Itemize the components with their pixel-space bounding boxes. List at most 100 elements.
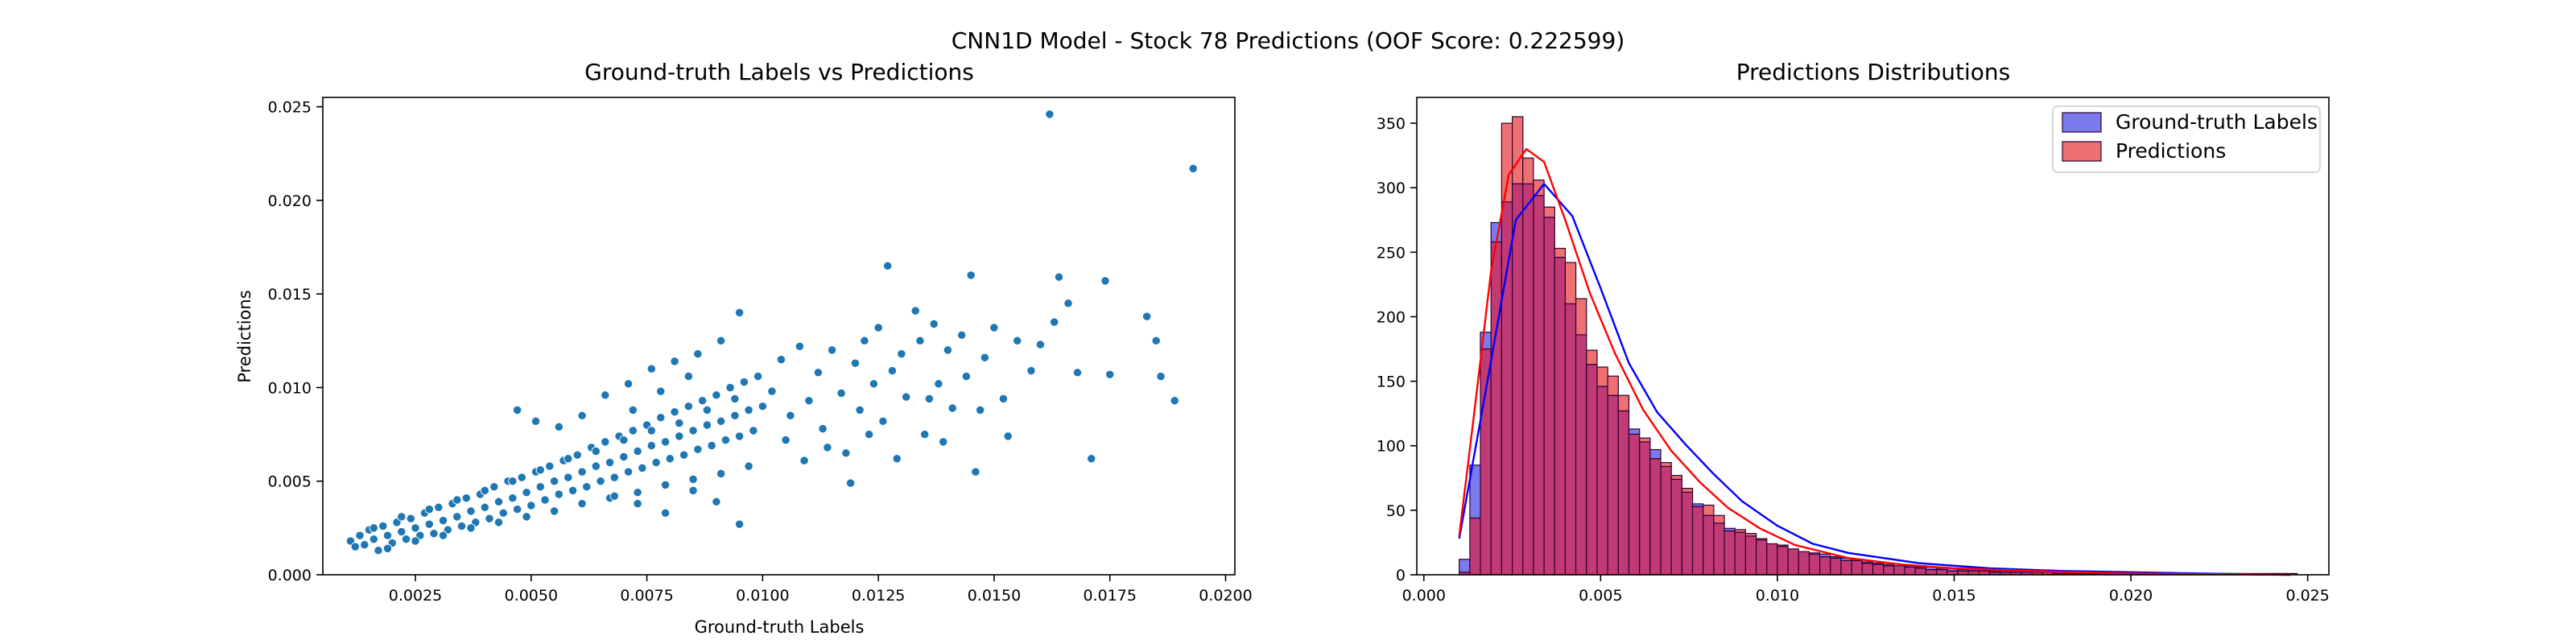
scatter-point <box>688 485 698 496</box>
histogram-bar-predictions <box>1575 298 1587 336</box>
legend-swatch-ground-truth <box>2062 112 2102 133</box>
scatter-point <box>675 418 684 428</box>
scatter-point <box>508 477 518 486</box>
histogram-ytick-label: 50 <box>1386 502 1406 520</box>
scatter-point <box>572 450 582 460</box>
legend-label-ground-truth: Ground-truth Labels <box>2116 110 2318 134</box>
scatter-point <box>660 437 671 447</box>
histogram-bar-ground-truth <box>1628 428 1641 435</box>
histogram-xtick-label: 0.020 <box>2109 587 2153 605</box>
histogram-bar-overlap <box>1533 195 1545 576</box>
scatter-point <box>452 512 462 522</box>
histogram-bar-overlap <box>1914 568 1926 576</box>
scatter-point <box>522 512 531 522</box>
histogram-bar-ground-truth <box>1830 555 1842 559</box>
scatter-point <box>522 488 531 497</box>
scatter-point <box>638 463 647 473</box>
scatter-point <box>485 514 494 523</box>
histogram-bar-overlap <box>1851 559 1863 576</box>
scatter-point <box>1035 340 1046 349</box>
scatter-point <box>434 502 444 512</box>
scatter-point <box>716 416 726 426</box>
histogram-bar-overlap <box>1480 348 1492 576</box>
histogram-bar-overlap <box>1554 257 1567 576</box>
scatter-point <box>609 473 619 482</box>
scatter-point <box>799 456 809 465</box>
scatter-point <box>591 446 601 456</box>
scatter-point <box>855 405 865 415</box>
histogram-bar-predictions <box>1703 504 1715 516</box>
scatter-point <box>744 461 753 471</box>
scatter-point <box>924 394 935 404</box>
histogram-bar-overlap <box>1840 559 1852 576</box>
scatter-xtick-label: 0.0100 <box>736 587 789 605</box>
scatter-xtick-label: 0.0025 <box>389 587 442 605</box>
scatter-point <box>883 261 893 270</box>
scatter-ytick-label: 0.000 <box>268 567 312 584</box>
figure-suptitle: CNN1D Model - Stock 78 Predictions (OOF … <box>952 27 1625 54</box>
histogram-bar-overlap <box>1819 555 1831 576</box>
scatter-point <box>382 543 393 554</box>
scatter-point <box>688 426 698 436</box>
scatter-panel: Ground-truth Labels vs Predictions 0.002… <box>235 59 1253 637</box>
scatter-point <box>864 429 874 440</box>
histogram-bar-predictions <box>1681 487 1694 493</box>
histogram-bar-overlap <box>1724 530 1736 576</box>
scatter-point <box>712 497 721 506</box>
scatter-point <box>360 540 369 550</box>
scatter-point <box>512 504 522 514</box>
scatter-point <box>1087 454 1096 464</box>
scatter-point <box>401 535 411 544</box>
scatter-point <box>526 501 536 510</box>
scatter-point <box>934 379 943 389</box>
scatter-point <box>873 323 883 332</box>
scatter-ylabel: Predictions <box>235 290 254 382</box>
scatter-axes: 0.0025 0.0050 0.0075 0.0100 0.0125 0.0150 0.01… <box>268 99 1253 605</box>
scatter-point <box>577 411 587 420</box>
histogram-bars <box>1459 116 2298 576</box>
histogram-frame <box>1416 97 2330 576</box>
scatter-ytick-label: 0.015 <box>268 286 312 303</box>
scatter-point <box>609 491 619 501</box>
scatter-point <box>656 386 666 396</box>
scatter-point <box>480 485 489 496</box>
scatter-point <box>535 465 545 475</box>
scatter-point <box>683 402 694 411</box>
histogram-bar-overlap <box>1649 458 1662 576</box>
scatter-xtick-label: 0.0150 <box>968 587 1021 605</box>
histogram-bar-predictions <box>1756 538 1768 541</box>
kde-line-predictions <box>1458 147 2290 576</box>
scatter-point <box>564 473 573 482</box>
scatter-point <box>929 319 939 329</box>
scatter-point <box>350 542 360 551</box>
histogram-bar-overlap <box>1469 517 1481 576</box>
scatter-point <box>813 368 824 378</box>
histogram-axes: 0.000 0.005 0.010 0.015 0.020 0.025 0 50 100 150 2… <box>1377 115 2330 605</box>
scatter-point <box>841 448 851 458</box>
histogram-bar-ground-truth <box>1649 448 1662 460</box>
scatter-point <box>845 478 856 488</box>
scatter-point <box>716 469 726 479</box>
histogram-bar-overlap <box>1639 441 1651 576</box>
histogram-bar-ground-truth <box>1988 570 2001 573</box>
histogram-bar-overlap <box>1766 543 1778 576</box>
scatter-point <box>939 437 948 447</box>
scatter-point <box>623 467 634 477</box>
scatter-point <box>1003 431 1013 441</box>
scatter-point <box>679 450 689 460</box>
scatter-point <box>980 353 990 362</box>
scatter-point <box>619 452 629 462</box>
scatter-point <box>702 405 712 415</box>
histogram-bar-predictions <box>1617 394 1630 412</box>
scatter-point <box>1151 336 1161 345</box>
histogram-bar-overlap <box>1617 410 1630 576</box>
scatter-point <box>827 345 837 355</box>
histogram-xtick-label: 0.005 <box>1579 587 1622 605</box>
scatter-point <box>753 371 763 382</box>
histogram-bar-overlap <box>1607 394 1619 576</box>
histogram-bar-ground-truth <box>1872 562 1885 565</box>
histogram-bar-predictions <box>1511 116 1524 184</box>
scatter-point <box>693 444 703 454</box>
histogram-bar-predictions <box>1713 514 1725 524</box>
